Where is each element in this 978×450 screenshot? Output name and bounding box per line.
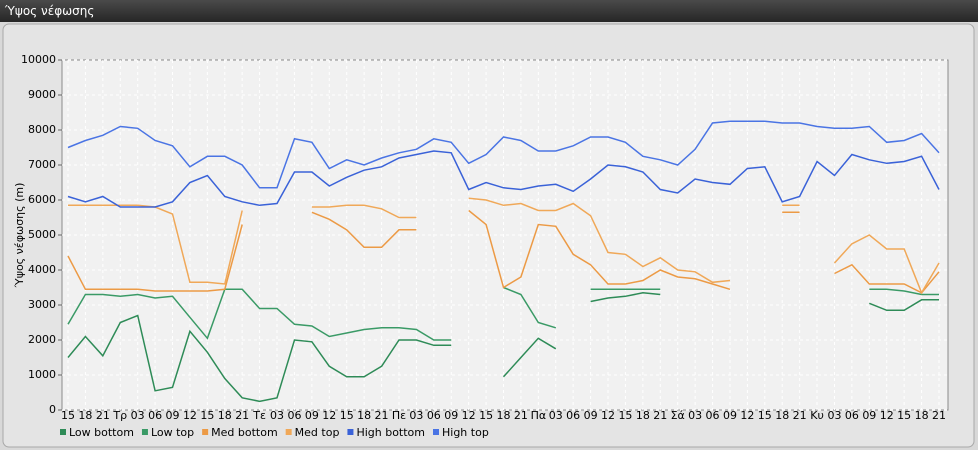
x-tick-label: 03 (409, 409, 423, 422)
x-tick-label: Κυ (810, 409, 824, 422)
window-title: Ύψος νέφωσης (0, 0, 978, 22)
y-tick-label: 4000 (28, 263, 56, 276)
x-tick-label: 15 (758, 409, 772, 422)
legend-swatch (141, 429, 148, 435)
x-tick-label: 21 (96, 409, 110, 422)
x-tick-label: 15 (340, 409, 354, 422)
legend-swatch (60, 429, 66, 435)
x-tick-label: 15 (200, 409, 214, 422)
x-tick-label: 12 (601, 409, 615, 422)
x-tick-label: 06 (845, 409, 859, 422)
y-tick-label: 5000 (28, 228, 56, 241)
x-tick-label: Σά (671, 409, 685, 422)
series-line (67, 292, 939, 403)
y-tick-label: 7000 (28, 158, 56, 171)
x-tick-label: 15 (897, 409, 911, 422)
y-tick-label: 10000 (21, 53, 56, 66)
x-tick-label: 21 (375, 409, 389, 422)
x-tick-label: 03 (688, 409, 702, 422)
x-tick-label: 03 (131, 409, 145, 422)
y-axis-label: Ύψος νέφωσης (m) (13, 183, 26, 289)
x-tick-label: 12 (880, 409, 894, 422)
legend-swatch (285, 429, 292, 435)
x-tick-label: 09 (862, 409, 876, 422)
legend-label: Med bottom (211, 426, 278, 439)
x-tick-label: 12 (462, 409, 476, 422)
legend-swatch (202, 429, 209, 435)
x-tick-label: 18 (636, 409, 650, 422)
x-tick-label: Πε (392, 409, 406, 422)
x-tick-label: 15 (61, 409, 75, 422)
x-tick-label: 12 (740, 409, 754, 422)
x-tick-label: Τε (252, 409, 266, 422)
x-tick-label: 03 (827, 409, 841, 422)
x-tick-label: Τρ (112, 409, 127, 422)
x-tick-label: 18 (775, 409, 789, 422)
x-tick-label: 06 (427, 409, 441, 422)
x-tick-label: 03 (270, 409, 284, 422)
x-tick-label: 03 (549, 409, 563, 422)
x-tick-label: 18 (497, 409, 511, 422)
legend-swatch (433, 429, 439, 435)
x-tick-label: 21 (653, 409, 667, 422)
y-tick-label: 9000 (28, 88, 56, 101)
x-tick-label: Πα (531, 409, 547, 422)
x-tick-label: 06 (287, 409, 301, 422)
x-tick-label: 06 (566, 409, 580, 422)
x-tick-label: 06 (706, 409, 720, 422)
series-line (67, 286, 939, 341)
x-tick-label: 18 (915, 409, 929, 422)
x-tick-label: 21 (932, 409, 946, 422)
x-tick-label: 09 (166, 409, 180, 422)
x-tick-label: 18 (78, 409, 92, 422)
x-tick-label: 18 (218, 409, 232, 422)
legend-label: High bottom (356, 426, 425, 439)
legend-label: High top (442, 426, 489, 439)
legend-label: Med top (295, 426, 340, 439)
y-tick-label: 3000 (28, 298, 56, 311)
x-tick-label: 09 (723, 409, 737, 422)
chart: Ύψος νέφωσης (m) 0 1000 2000 3000 4000 5000 60… (2, 23, 975, 448)
y-tick-label: 6000 (28, 193, 56, 206)
x-tick-label: 21 (235, 409, 249, 422)
x-tick-label: 09 (444, 409, 458, 422)
x-tick-label: 15 (479, 409, 493, 422)
x-tick-label: 09 (584, 409, 598, 422)
x-tick-label: 12 (183, 409, 197, 422)
series-line (67, 120, 940, 189)
x-tick-label: 09 (305, 409, 319, 422)
x-tick-label: 18 (357, 409, 371, 422)
x-tick-label: 12 (322, 409, 336, 422)
y-tick-label: 8000 (28, 123, 56, 136)
x-tick-label: 21 (793, 409, 807, 422)
x-tick-label: 21 (514, 409, 528, 422)
y-tick-label: 1000 (28, 368, 56, 381)
legend-label: Low bottom (69, 426, 134, 439)
y-tick-label: 0 (49, 403, 56, 416)
series-line (67, 209, 940, 294)
x-tick-label: 06 (148, 409, 162, 422)
legend-swatch (347, 429, 354, 435)
series-line (67, 150, 940, 208)
y-tick-label: 2000 (28, 333, 56, 346)
legend-label: Low top (151, 426, 194, 439)
x-tick-label: 15 (618, 409, 632, 422)
